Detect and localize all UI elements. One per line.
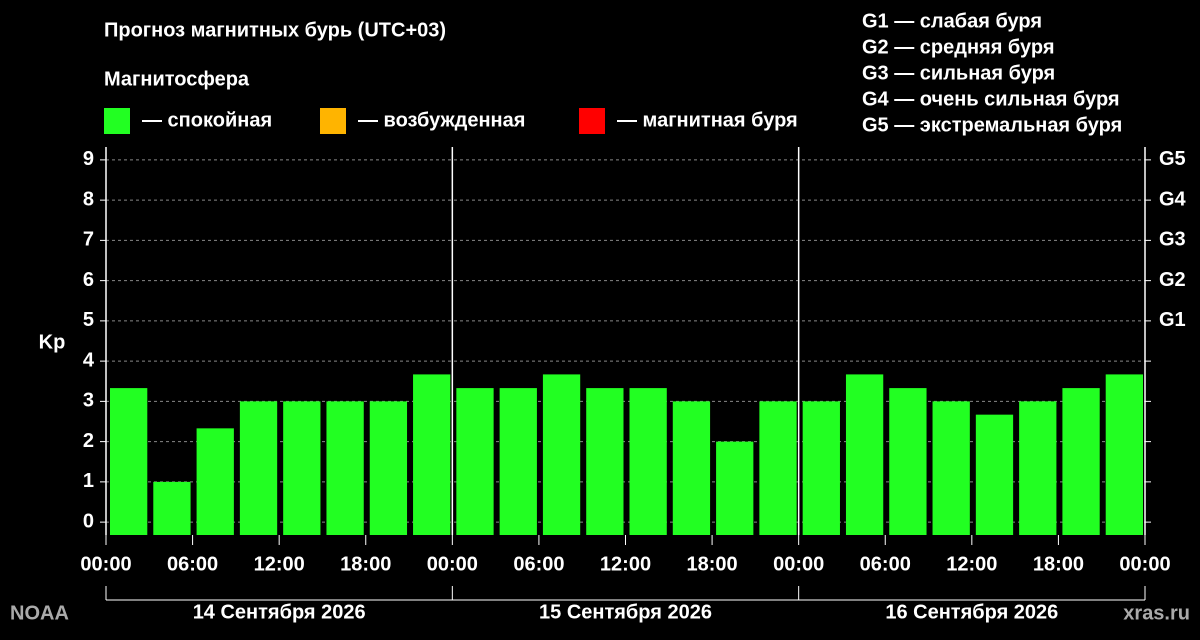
source: NOAA	[10, 602, 69, 624]
y-tick-label: 5	[83, 309, 94, 331]
y-axis-label: Kp	[39, 331, 66, 353]
x-tick-label: 06:00	[513, 553, 564, 575]
bar	[499, 388, 537, 535]
x-tick-label: 00:00	[80, 553, 131, 575]
y2-tick-label: G5	[1159, 148, 1186, 170]
y2-tick-label: G1	[1159, 309, 1186, 331]
x-tick-label: 18:00	[687, 553, 738, 575]
bar	[283, 401, 321, 535]
bar	[759, 401, 797, 535]
bar	[1019, 401, 1057, 535]
y-tick-label: 8	[83, 188, 94, 210]
legend-label: — возбужденная	[358, 109, 525, 131]
bar	[975, 414, 1014, 535]
subtitle: Магнитосфера	[104, 68, 250, 90]
bar	[932, 401, 970, 535]
bar	[889, 388, 927, 535]
y-tick-label: 2	[83, 430, 94, 452]
y-tick-label: 6	[83, 269, 94, 291]
day-label: 15 Сентября 2026	[539, 601, 712, 623]
y-tick-label: 9	[83, 148, 94, 170]
day-label: 16 Сентября 2026	[885, 601, 1058, 623]
bar	[326, 401, 364, 535]
x-tick-label: 00:00	[427, 553, 478, 575]
x-tick-label: 18:00	[340, 553, 391, 575]
y-tick-label: 0	[83, 510, 94, 532]
legend-swatch	[579, 108, 605, 134]
g-scale-entry: G3 — сильная буря	[862, 62, 1055, 84]
x-tick-label: 12:00	[254, 553, 305, 575]
y2-tick-label: G2	[1159, 269, 1186, 291]
bar	[542, 374, 581, 535]
bar	[629, 388, 667, 535]
y-tick-label: 7	[83, 229, 94, 251]
x-tick-label: 12:00	[946, 553, 997, 575]
chart-title: Прогноз магнитных бурь (UTC+03)	[104, 19, 446, 41]
x-tick-label: 00:00	[773, 553, 824, 575]
x-tick-label: 00:00	[1119, 553, 1170, 575]
bar	[586, 388, 624, 535]
bar	[1105, 374, 1143, 535]
x-tick-label: 18:00	[1033, 553, 1084, 575]
bar	[845, 374, 884, 535]
x-tick-label: 06:00	[167, 553, 218, 575]
bar	[802, 401, 840, 535]
g-scale-entry: G5 — экстремальная буря	[862, 114, 1122, 136]
bar	[369, 401, 408, 535]
y-tick-label: 4	[83, 349, 95, 371]
bar	[239, 401, 278, 535]
legend-label: — магнитная буря	[617, 109, 798, 131]
g-scale-entry: G2 — средняя буря	[862, 36, 1055, 58]
x-tick-label: 12:00	[600, 553, 651, 575]
bar	[716, 441, 754, 535]
bar	[413, 374, 451, 535]
credit: xras.ru	[1123, 602, 1190, 624]
y-tick-label: 3	[83, 390, 94, 412]
bar	[110, 388, 148, 535]
bar	[1062, 388, 1100, 535]
bar	[196, 428, 234, 535]
legend-swatch	[320, 108, 346, 134]
y2-tick-label: G4	[1159, 188, 1187, 210]
y2-tick-label: G3	[1159, 229, 1186, 251]
y-tick-label: 1	[83, 470, 94, 492]
g-scale-entry: G4 — очень сильная буря	[862, 88, 1120, 110]
bar	[456, 388, 494, 535]
x-tick-label: 06:00	[860, 553, 911, 575]
bar	[672, 401, 711, 535]
legend-swatch	[104, 108, 130, 134]
day-label: 14 Сентября 2026	[193, 601, 366, 623]
bar	[153, 481, 191, 535]
g-scale-entry: G1 — слабая буря	[862, 10, 1042, 32]
legend-label: — спокойная	[142, 109, 272, 131]
